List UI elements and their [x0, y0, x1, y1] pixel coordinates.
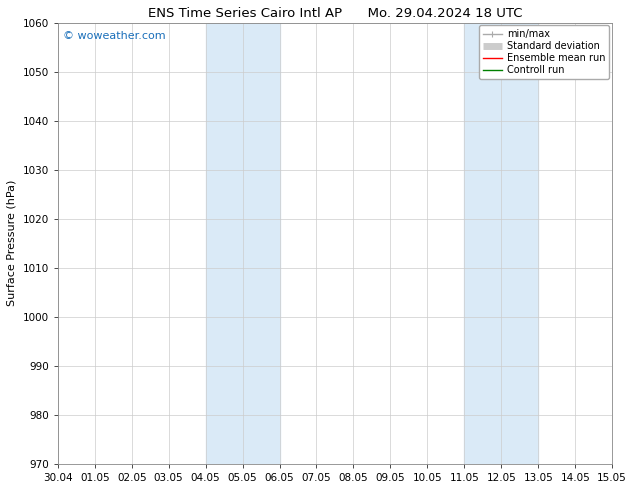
Bar — [205, 23, 280, 464]
Bar — [464, 23, 538, 464]
Legend: min/max, Standard deviation, Ensemble mean run, Controll run: min/max, Standard deviation, Ensemble me… — [479, 25, 609, 79]
Text: © woweather.com: © woweather.com — [63, 31, 166, 41]
Y-axis label: Surface Pressure (hPa): Surface Pressure (hPa) — [7, 180, 17, 306]
Title: ENS Time Series Cairo Intl AP      Mo. 29.04.2024 18 UTC: ENS Time Series Cairo Intl AP Mo. 29.04.… — [148, 7, 522, 20]
